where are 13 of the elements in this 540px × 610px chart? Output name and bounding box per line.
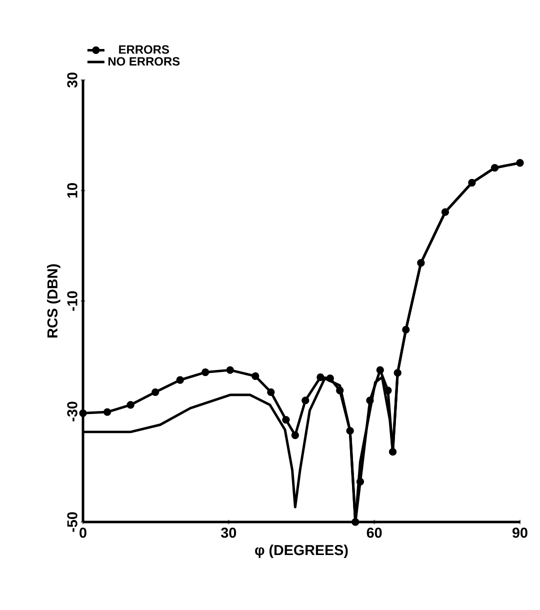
x-tick-label: 30 <box>221 528 236 538</box>
legend-label: ERRORS <box>119 45 169 54</box>
x-tick-label: 0 <box>80 528 86 538</box>
y-tick-label: -10 <box>67 291 78 311</box>
x-axis-title: φ (DEGREES) <box>255 544 348 558</box>
x-tick-label: 90 <box>512 528 528 538</box>
y-tick-label: 10 <box>67 183 78 198</box>
y-tick-label: 30 <box>67 72 78 88</box>
y-tick-label: -30 <box>67 402 78 422</box>
x-tick-label: 60 <box>366 528 382 538</box>
y-tick-label: -50 <box>67 512 78 532</box>
legend-label: NO ERRORS <box>108 57 180 66</box>
y-axis-title: RCS (DBN) <box>46 264 60 338</box>
